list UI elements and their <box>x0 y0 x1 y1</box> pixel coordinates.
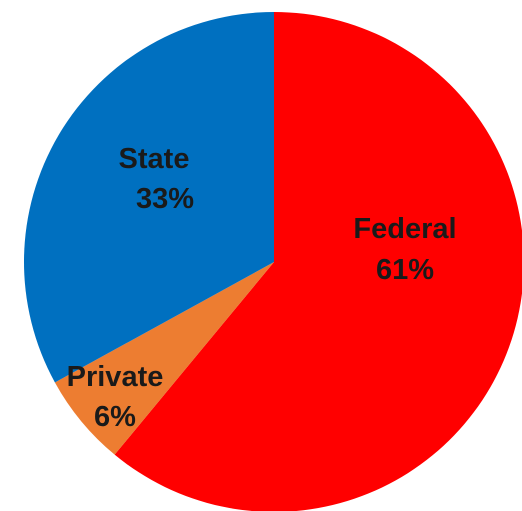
pie-slice-private <box>54 262 274 455</box>
slice-label-federal: Federal <box>353 213 456 245</box>
pie-slice-federal <box>114 12 522 511</box>
slice-label-private: Private <box>67 361 164 393</box>
pie-slices <box>23 11 522 511</box>
slice-value-private: 6% <box>94 401 136 433</box>
slice-label-state: State <box>119 143 190 175</box>
pie-slice-state <box>23 11 274 383</box>
slice-value-state: 33% <box>136 183 194 215</box>
slice-value-federal: 61% <box>376 254 434 286</box>
